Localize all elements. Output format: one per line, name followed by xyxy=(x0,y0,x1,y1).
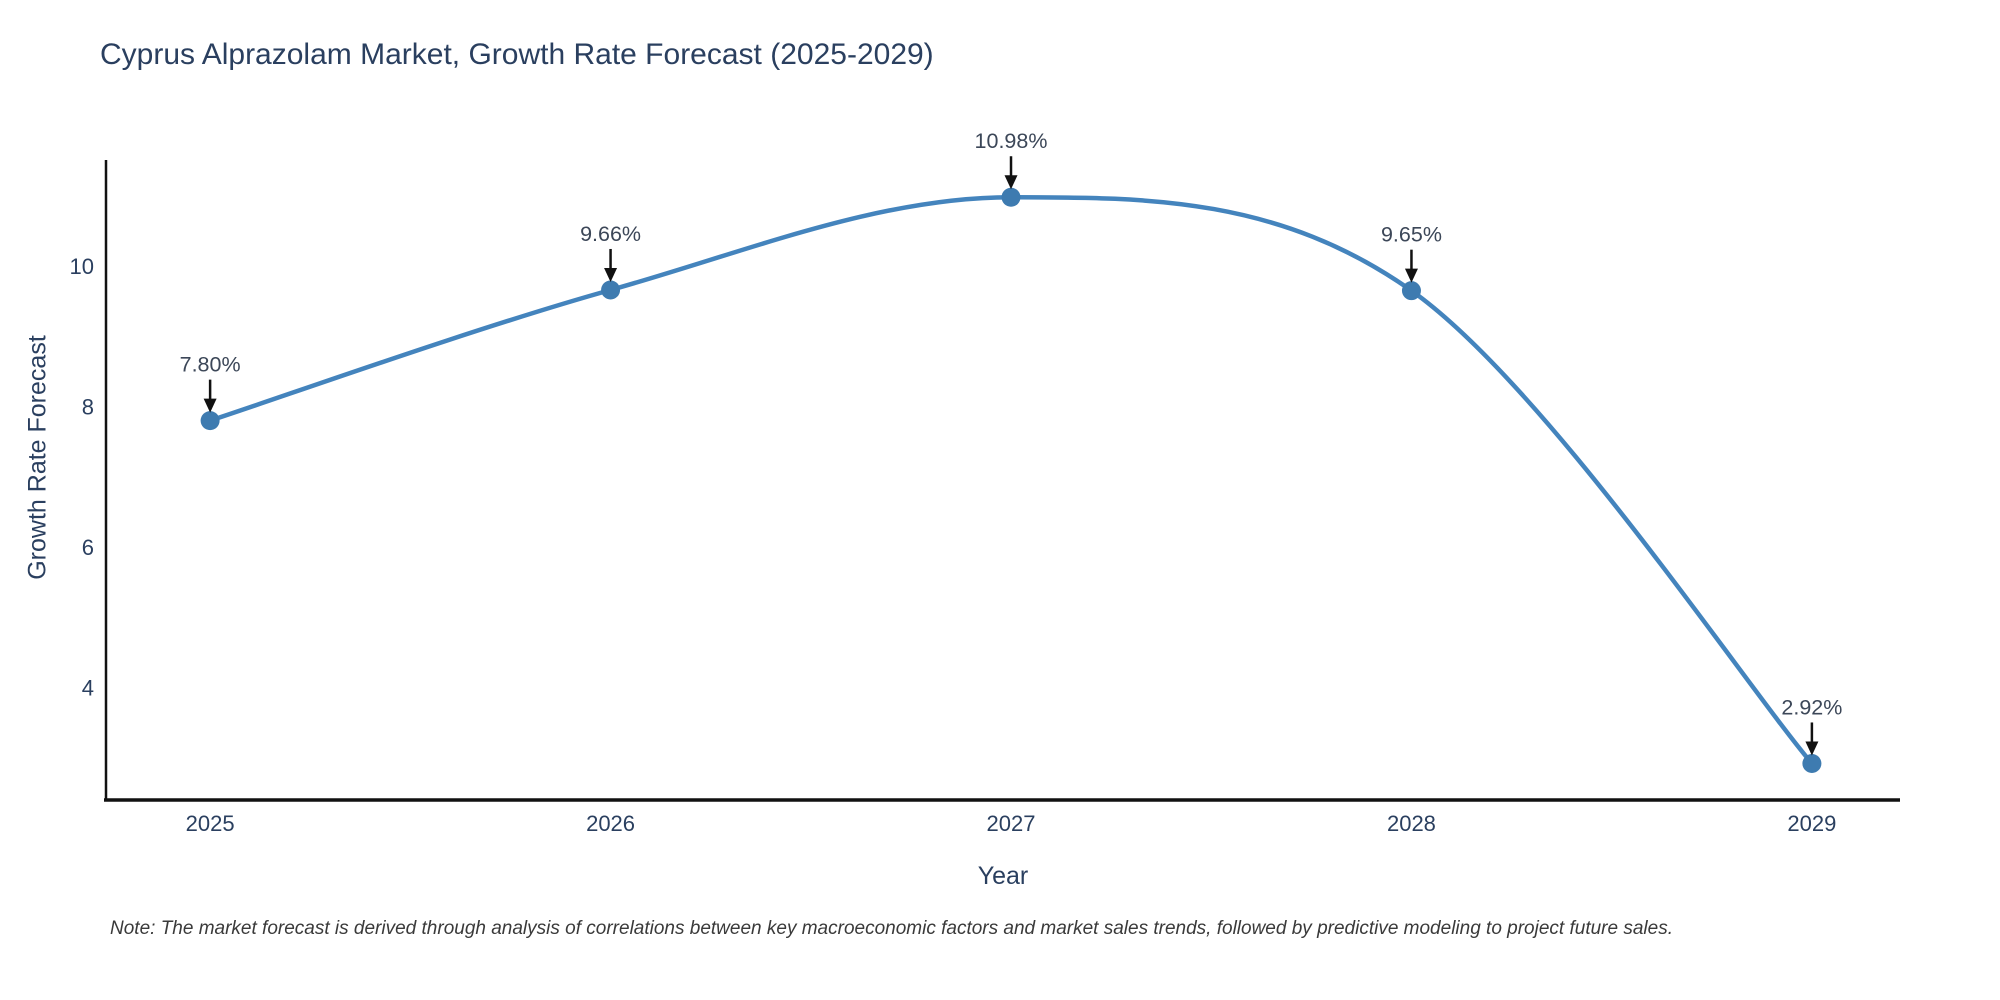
footnote: Note: The market forecast is derived thr… xyxy=(110,918,1673,939)
data-point-marker[interactable] xyxy=(200,411,220,431)
y-tick-label: 6 xyxy=(82,535,94,560)
x-tick-label: 2029 xyxy=(1787,811,1836,836)
point-annotation-label: 9.66% xyxy=(580,222,641,246)
x-tick-label: 2026 xyxy=(586,811,635,836)
x-tick-label: 2028 xyxy=(1387,811,1436,836)
annotation-arrowhead xyxy=(1404,268,1418,283)
y-tick-label: 8 xyxy=(82,395,94,420)
y-tick-label: 10 xyxy=(70,254,94,279)
x-tick-label: 2027 xyxy=(987,811,1036,836)
point-annotation-label: 2.92% xyxy=(1781,695,1842,719)
chart-title: Cyprus Alprazolam Market, Growth Rate Fo… xyxy=(100,38,934,71)
annotation-arrowhead xyxy=(203,398,217,413)
y-tick-label: 4 xyxy=(82,676,94,701)
annotation-arrowhead xyxy=(604,267,618,282)
annotation-arrowhead xyxy=(1805,741,1819,756)
point-annotation-label: 10.98% xyxy=(975,129,1048,153)
point-annotation-label: 9.65% xyxy=(1381,223,1442,247)
forecast-line xyxy=(207,194,1815,766)
y-axis-title: Growth Rate Forecast xyxy=(23,335,52,580)
data-point-marker[interactable] xyxy=(1802,753,1822,773)
data-point-marker[interactable] xyxy=(1001,187,1021,207)
data-point-marker[interactable] xyxy=(601,280,621,300)
data-point-marker[interactable] xyxy=(1401,281,1421,301)
x-tick-label: 2025 xyxy=(186,811,235,836)
point-annotation-label: 7.80% xyxy=(180,353,241,377)
annotation-arrowhead xyxy=(1004,175,1018,190)
x-axis-title: Year xyxy=(977,862,1029,890)
